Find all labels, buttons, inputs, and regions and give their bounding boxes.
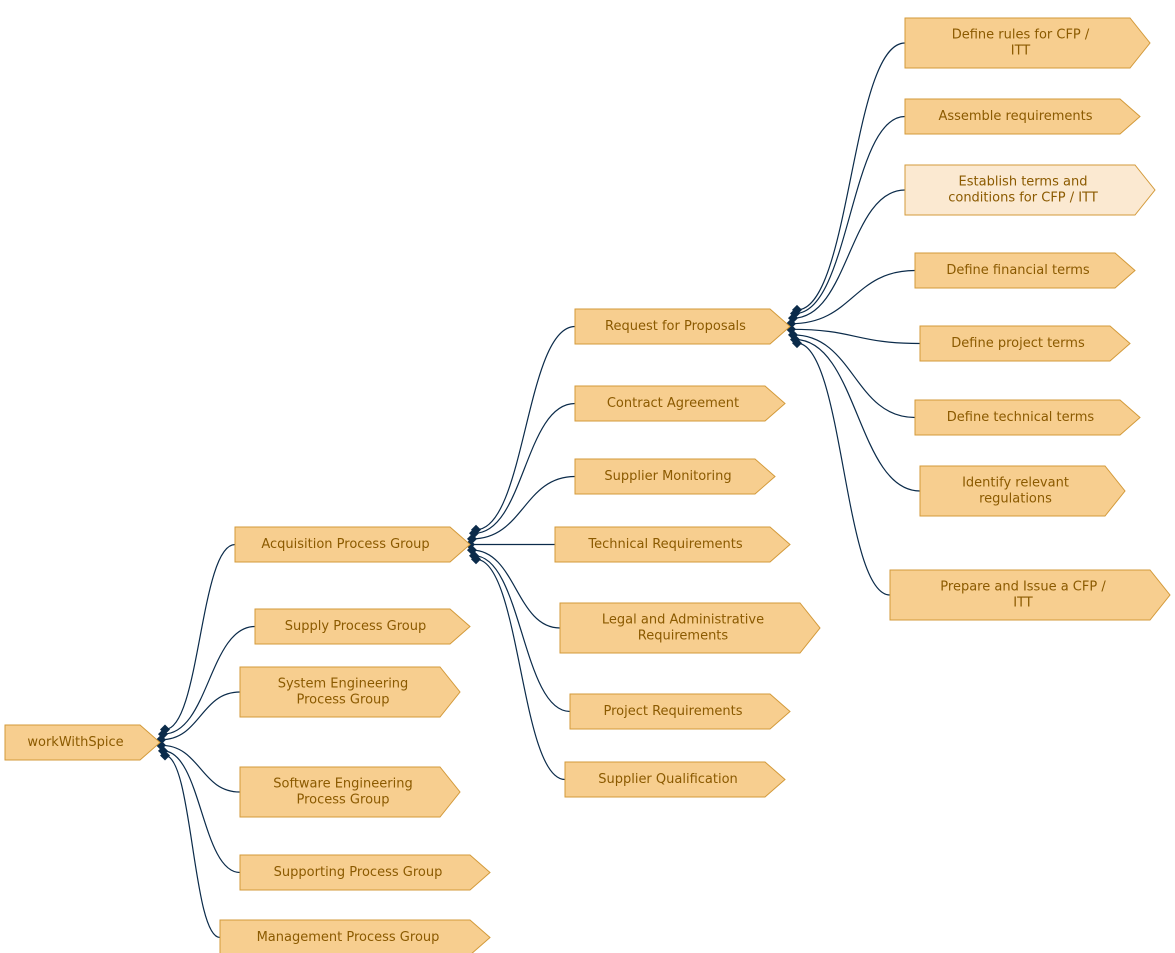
node-label: System Engineering: [278, 676, 409, 691]
node-label: workWithSpice: [27, 735, 123, 750]
node-label: ITT: [1013, 596, 1033, 611]
node-treq: Technical Requirements: [555, 527, 790, 562]
node-label: Request for Proposals: [605, 319, 746, 334]
node-est: Establish terms and conditions for CFP / …: [905, 165, 1155, 215]
node-reg: Identify relevant regulations: [920, 466, 1125, 516]
node-label: Supplier Monitoring: [604, 469, 731, 484]
node-label: Assemble requirements: [938, 109, 1092, 124]
node-rules: Define rules for CFP / ITT: [905, 18, 1150, 68]
edge: [793, 335, 915, 418]
edge: [165, 756, 220, 938]
edge: [474, 556, 570, 712]
diagram-canvas: workWithSpice Acquisition Process Group Su…: [0, 0, 1175, 953]
node-preq: Project Requirements: [570, 694, 790, 729]
edge: [165, 545, 235, 730]
node-label: Supply Process Group: [285, 619, 426, 634]
node-tech: Define technical terms: [915, 400, 1140, 435]
edge: [797, 343, 890, 595]
node-label: conditions for CFP / ITT: [948, 191, 1098, 206]
node-label: Process Group: [296, 793, 389, 808]
node-label: Acquisition Process Group: [261, 537, 429, 552]
node-asm: Assemble requirements: [905, 99, 1140, 134]
node-label: Define rules for CFP /: [952, 27, 1090, 42]
node-sys: System Engineering Process Group: [240, 667, 460, 717]
edge: [795, 340, 920, 492]
node-label: Establish terms and: [959, 174, 1088, 189]
node-label: Requirements: [638, 629, 729, 644]
node-label: Project Requirements: [604, 704, 743, 719]
node-fin: Define financial terms: [915, 253, 1135, 288]
node-label: Technical Requirements: [587, 537, 742, 552]
edge: [797, 43, 905, 310]
node-squal: Supplier Qualification: [565, 762, 785, 797]
node-ladm: Legal and Administrative Requirements: [560, 603, 820, 653]
node-root: workWithSpice: [5, 725, 160, 760]
nodes-layer: workWithSpice Acquisition Process Group Su…: [5, 18, 1170, 953]
node-smon: Supplier Monitoring: [575, 459, 775, 494]
node-label: Define financial terms: [946, 263, 1090, 278]
edge: [793, 190, 905, 318]
node-label: Management Process Group: [257, 930, 440, 945]
edge: [476, 327, 575, 530]
node-rfp: Request for Proposals: [575, 309, 790, 344]
node-label: Prepare and Issue a CFP /: [940, 579, 1106, 594]
edge: [791, 329, 920, 343]
edge: [474, 404, 575, 534]
node-label: Supporting Process Group: [274, 865, 443, 880]
node-label: Define technical terms: [947, 410, 1095, 425]
node-sup: Supply Process Group: [255, 609, 470, 644]
node-prep: Prepare and Issue a CFP / ITT: [890, 570, 1170, 620]
node-proj: Define project terms: [920, 326, 1130, 361]
node-label: Identify relevant: [962, 475, 1069, 490]
node-label: Process Group: [296, 693, 389, 708]
node-label: regulations: [979, 492, 1052, 507]
node-swe: Software Engineering Process Group: [240, 767, 460, 817]
node-label: Contract Agreement: [607, 396, 739, 411]
edge: [161, 745, 240, 792]
node-cagr: Contract Agreement: [575, 386, 785, 421]
edge: [791, 271, 915, 324]
node-mgmt: Management Process Group: [220, 920, 490, 953]
node-label: Supplier Qualification: [598, 772, 738, 787]
edge: [795, 117, 905, 314]
node-label: ITT: [1011, 44, 1031, 59]
node-label: Define project terms: [951, 336, 1085, 351]
node-supp: Supporting Process Group: [240, 855, 490, 890]
node-label: Software Engineering: [273, 776, 412, 791]
node-label: Legal and Administrative: [602, 612, 764, 627]
edge: [476, 559, 565, 779]
node-acq: Acquisition Process Group: [235, 527, 470, 562]
